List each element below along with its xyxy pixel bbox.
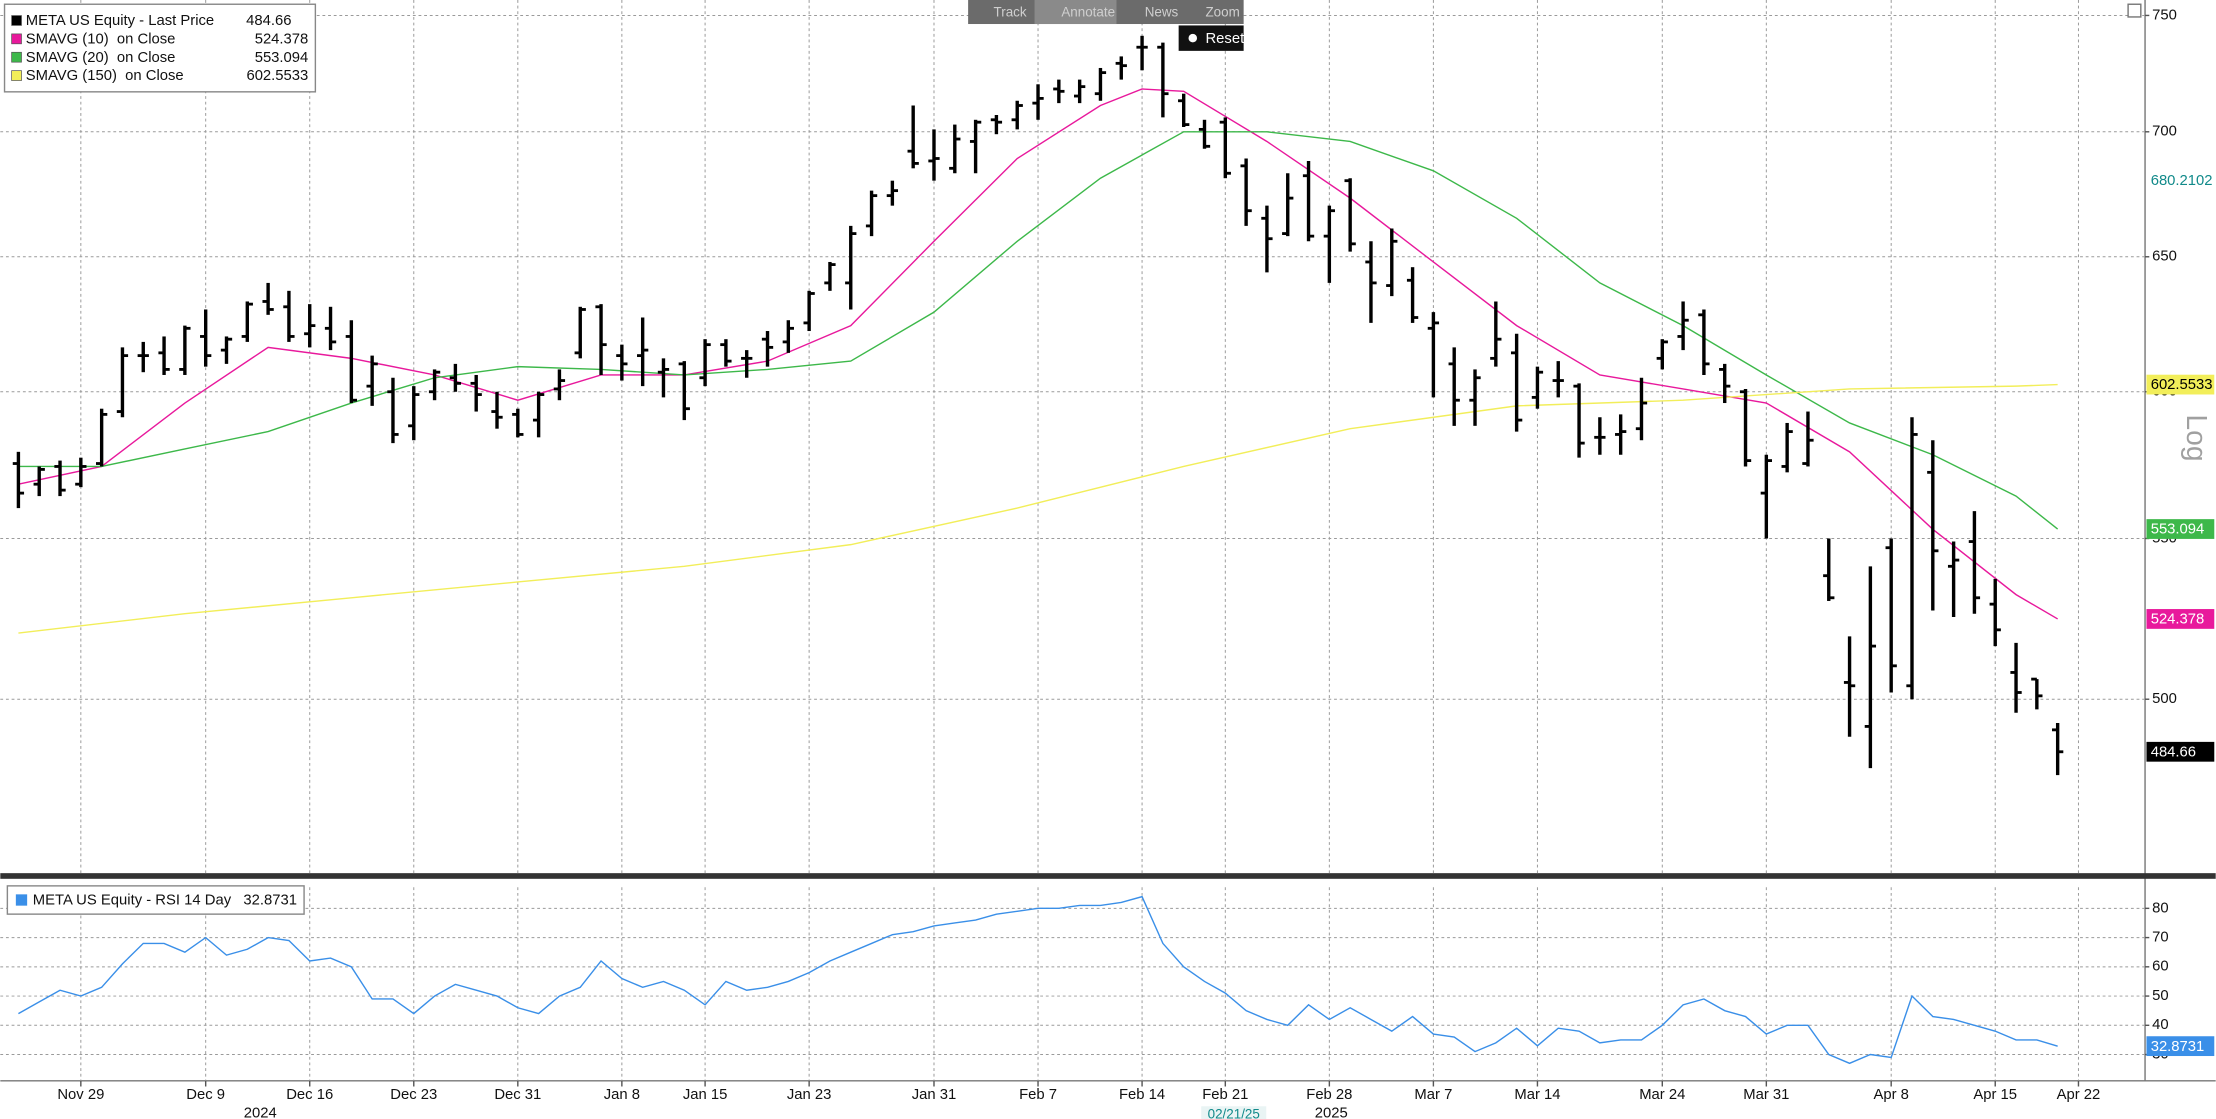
- x-tick-label: Apr 22: [2057, 1087, 2101, 1103]
- value-tag: 602.5533: [2151, 377, 2213, 393]
- plot-area: [0, 0, 2150, 1087]
- value-tag-box: [2146, 374, 2215, 395]
- value-tag-box: [2146, 609, 2215, 629]
- value-tag: 680.2102: [2151, 173, 2213, 189]
- moving-average-line: [18, 88, 2059, 620]
- moving-average-line: [18, 131, 2059, 530]
- value-tag-box: [2146, 519, 2215, 539]
- value-tag-box: [2146, 170, 2215, 191]
- scale-label: Log: [2181, 414, 2213, 461]
- panel-separator: [0, 873, 2216, 879]
- year-label: 2024: [244, 1105, 277, 1119]
- x-tick-label: Dec 9: [186, 1087, 225, 1103]
- value-tag: 32.8731: [2151, 1039, 2205, 1055]
- legend-swatch: [11, 70, 22, 81]
- toolbar: Track Annotate News Zoom: [968, 0, 1244, 25]
- rsi-line: [18, 895, 2058, 1065]
- cursor-date-box: [1201, 1106, 1267, 1119]
- toolbar-button[interactable]: Zoom: [1205, 4, 1239, 19]
- x-tick-label: Apr 8: [1873, 1087, 1908, 1103]
- legend-swatch: [15, 894, 28, 906]
- x-tick-label: Apr 15: [1973, 1087, 2017, 1103]
- legend-label: META US Equity - Last Price: [26, 13, 214, 29]
- x-tick-label: Jan 15: [683, 1087, 728, 1103]
- reset-icon: [1188, 33, 1198, 43]
- toolbar-active: [1034, 0, 1117, 25]
- y-tick-label: 40: [2152, 1017, 2169, 1033]
- cursor-date: 02/21/25: [1208, 1106, 1260, 1119]
- y-tick-label: 700: [2152, 124, 2177, 140]
- legend-label: SMAVG (10) on Close: [26, 31, 176, 47]
- legend-swatch: [11, 15, 22, 26]
- y-tick-label: 50: [2152, 988, 2169, 1004]
- x-tick-label: Mar 31: [1743, 1087, 1789, 1103]
- toolbar-button[interactable]: Track: [994, 4, 1027, 19]
- x-tick-label: Feb 21: [1202, 1087, 1248, 1103]
- legend-value: 484.66: [246, 13, 291, 29]
- value-tag: 553.094: [2151, 522, 2205, 538]
- y-tick-label: 650: [2152, 249, 2177, 265]
- legend-box: [3, 3, 317, 93]
- value-tag-box: [2146, 741, 2215, 762]
- legend-swatch: [11, 33, 22, 45]
- legend-value: 32.8731: [243, 893, 297, 909]
- x-tick-label: Jan 8: [604, 1087, 640, 1103]
- y-tick-label: 60: [2152, 959, 2169, 975]
- legend-label: SMAVG (150) on Close: [26, 68, 184, 84]
- legend-label: SMAVG (20) on Close: [26, 50, 176, 66]
- legend-value: 553.094: [255, 50, 309, 66]
- x-tick-label: Jan 23: [787, 1087, 832, 1103]
- y-tick-label: 500: [2152, 691, 2177, 707]
- x-tick-label: Dec 31: [494, 1087, 541, 1103]
- x-tick-label: Mar 7: [1414, 1087, 1452, 1103]
- legend-value: 602.5533: [246, 68, 308, 84]
- corner-icon[interactable]: [2127, 3, 2142, 18]
- legend-swatch: [11, 51, 22, 63]
- moving-average-line: [18, 383, 2058, 634]
- value-tag: 484.66: [2151, 744, 2196, 760]
- legend-label: META US Equity - RSI 14 Day: [33, 893, 232, 909]
- x-tick-label: Dec 16: [286, 1087, 333, 1103]
- value-tag-box: [2146, 1036, 2215, 1057]
- x-tick-label: Mar 14: [1514, 1087, 1560, 1103]
- toolbar-button[interactable]: News: [1145, 4, 1179, 19]
- reset-label[interactable]: Reset: [1205, 31, 1245, 47]
- overlay: Nov 29 Dec 9 Dec 16 Dec 23 Dec 31 Jan 8 Jan 15…: [3, 0, 2215, 1119]
- x-tick-label: Jan 31: [912, 1087, 957, 1103]
- x-tick-label: Feb 7: [1019, 1087, 1057, 1103]
- x-tick-label: Feb 14: [1119, 1087, 1165, 1103]
- legend-box: [6, 885, 305, 915]
- legend-value: 524.378: [255, 31, 309, 47]
- year-label: 2025: [1315, 1105, 1348, 1119]
- x-tick-label: Nov 29: [57, 1087, 104, 1103]
- x-tick-label: Dec 23: [390, 1087, 437, 1103]
- toolbar-button[interactable]: Annotate: [1061, 4, 1115, 19]
- y-tick-label: 70: [2152, 930, 2169, 946]
- y-tick-label: 750: [2152, 7, 2177, 23]
- x-tick-label: Feb 28: [1306, 1087, 1352, 1103]
- value-tag: 524.378: [2151, 612, 2205, 628]
- y-tick-label: 80: [2152, 900, 2169, 916]
- x-tick-label: Mar 24: [1639, 1087, 1685, 1103]
